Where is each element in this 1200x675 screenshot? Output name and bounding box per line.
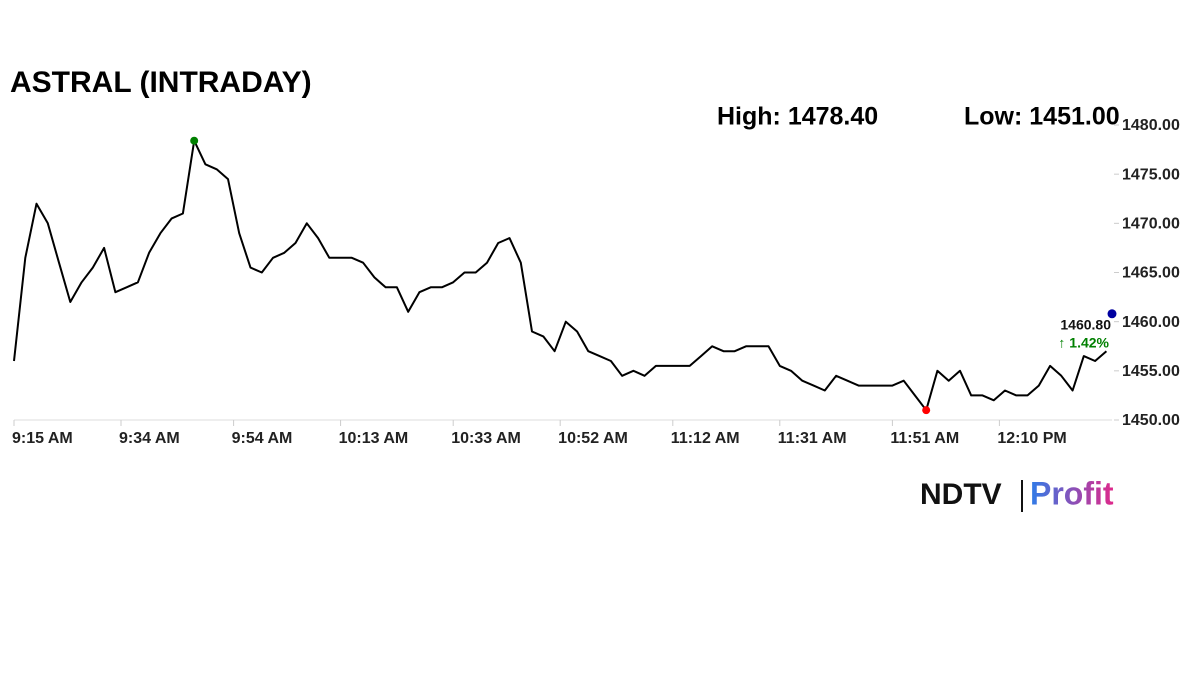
- y-tick-label: 1455.00: [1122, 363, 1180, 380]
- logo-ndtv: NDTV: [920, 478, 1002, 511]
- x-tick-label: 9:15 AM: [12, 430, 73, 447]
- y-tick-label: 1475.00: [1122, 166, 1180, 183]
- last-price-label: 1460.80: [1060, 317, 1111, 333]
- low-label: Low: 1451.00: [964, 103, 1120, 131]
- y-tick-label: 1460.00: [1122, 314, 1180, 331]
- low-marker: [922, 406, 931, 415]
- x-tick-label: 11:51 AM: [890, 430, 959, 447]
- x-tick-label: 10:52 AM: [558, 430, 628, 447]
- last-price-marker: [1107, 309, 1117, 319]
- y-tick-label: 1450.00: [1122, 412, 1180, 429]
- y-tick-label: 1465.00: [1122, 265, 1180, 282]
- y-tick-label: 1470.00: [1122, 216, 1180, 233]
- price-line: [13, 139, 1108, 412]
- x-tick-label: 10:33 AM: [451, 430, 521, 447]
- high-marker: [190, 136, 199, 145]
- x-tick-label: 9:54 AM: [232, 430, 293, 447]
- change-label: ↑ 1.42%: [1058, 335, 1109, 351]
- high-label: High: 1478.40: [717, 103, 878, 131]
- logo-profit: Profit: [1030, 475, 1114, 511]
- x-tick-label: 12:10 PM: [997, 430, 1066, 447]
- x-tick-label: 9:34 AM: [119, 430, 180, 447]
- x-tick-label: 10:13 AM: [339, 430, 409, 447]
- x-tick-label: 11:12 AM: [671, 430, 740, 447]
- chart-title: ASTRAL (INTRADAY): [10, 66, 312, 99]
- x-tick-label: 11:31 AM: [778, 430, 847, 447]
- y-tick-label: 1480.00: [1122, 117, 1180, 134]
